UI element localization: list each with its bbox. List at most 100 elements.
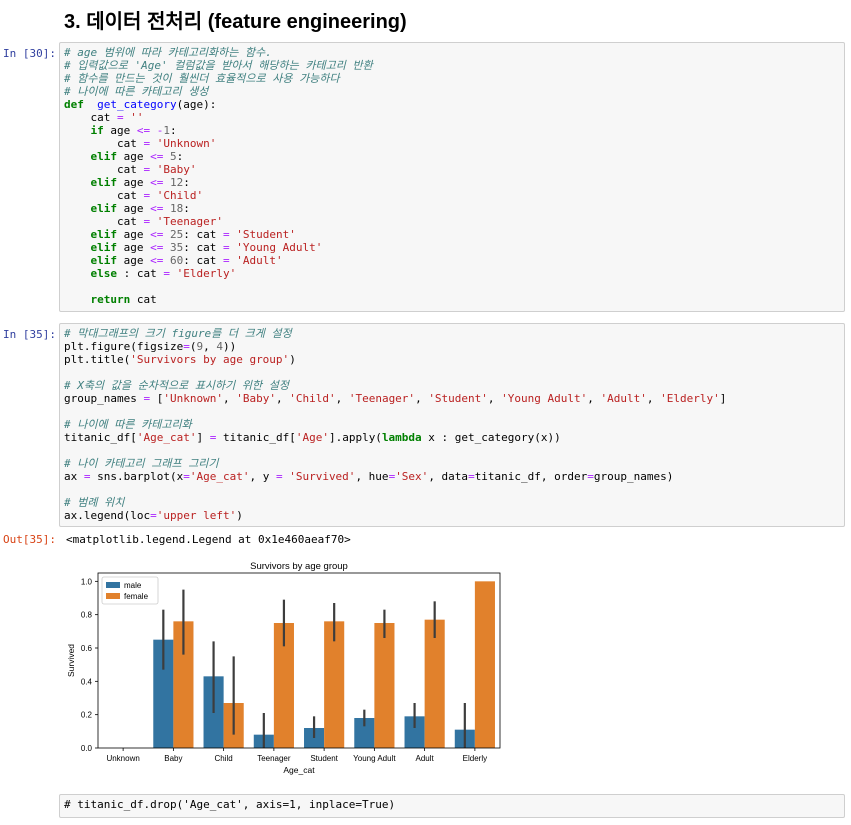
code-token: : cat [117, 267, 164, 280]
code-line: # 범례 위치 [64, 496, 726, 509]
code-token: elif [90, 241, 118, 254]
code-line: if age <= -1: [64, 124, 373, 137]
x-axis-label: Age_cat [283, 765, 315, 775]
code-token: , [335, 392, 349, 405]
code-token: elif [90, 202, 118, 215]
code-token [170, 267, 177, 280]
code-line: # 나이 카테고리 그래프 그리기 [64, 457, 726, 470]
code-token: '' [130, 111, 144, 124]
code-line: ax.legend(loc='upper left') [64, 509, 726, 522]
code-token: titanic_df, order [474, 470, 588, 483]
code-token [150, 163, 157, 176]
bar-male [404, 716, 425, 748]
code-cell-1[interactable]: # age 범위에 따라 카테고리화하는 함수. # 입력값으로 'Age' 컬럼… [59, 42, 845, 312]
code-token: def [64, 98, 84, 111]
code-cell-1-source[interactable]: # age 범위에 따라 카테고리화하는 함수. # 입력값으로 'Age' 컬럼… [64, 46, 373, 306]
code-token: elif [90, 176, 118, 189]
code-line: elif age <= 35: cat = 'Young Adult' [64, 241, 373, 254]
code-token: plt.title( [64, 353, 131, 366]
code-token: 'Age_cat' [136, 431, 197, 444]
code-token: 'Baby' [236, 392, 276, 405]
code-line: return cat [64, 293, 373, 306]
bar-male [153, 639, 174, 748]
legend-label-male: male [124, 581, 142, 590]
code-token: titanic_df[ [64, 431, 137, 444]
code-cell-3-source[interactable]: # titanic_df.drop('Age_cat', axis=1, inp… [64, 798, 395, 811]
section-heading: 3. 데이터 전처리 (feature engineering) [64, 11, 407, 33]
code-token: ax.legend(loc [64, 509, 151, 522]
x-tick-label: Child [215, 754, 233, 763]
code-token: <= [136, 124, 151, 137]
code-token: cat [64, 163, 144, 176]
code-token: (age): [176, 98, 217, 111]
code-token: : cat [183, 241, 223, 254]
code-token: elif [90, 228, 118, 241]
code-token: ( [189, 340, 197, 353]
code-token: x : get_category(x)) [421, 431, 561, 444]
code-line [64, 280, 373, 293]
code-token: group_names [64, 392, 144, 405]
code-line: plt.figure(figsize=(9, 4)) [64, 340, 726, 353]
code-token: 'Elderly' [176, 267, 237, 280]
code-token: group_names) [593, 470, 674, 483]
code-token: , hue [355, 470, 389, 483]
code-token: # 나이에 따른 카테고리화 [64, 418, 192, 431]
code-token: = [223, 228, 230, 241]
code-cell-2-source[interactable]: # 막대그래프의 크기 figure를 더 크게 설정 plt.figure(fi… [64, 327, 726, 522]
code-token [64, 202, 91, 215]
code-line: cat = 'Unknown' [64, 137, 373, 150]
code-token: , [487, 392, 502, 405]
code-token [150, 215, 157, 228]
code-token: , [415, 392, 429, 405]
code-token: = [150, 509, 157, 522]
code-token: = [143, 392, 151, 405]
code-token: titanic_df[ [216, 431, 296, 444]
code-cell-3[interactable]: # titanic_df.drop('Age_cat', axis=1, inp… [59, 794, 845, 818]
code-line: # 막대그래프의 크기 figure를 더 크게 설정 [64, 327, 726, 340]
x-tick-label: Young Adult [353, 754, 396, 763]
code-token: = [275, 470, 283, 483]
code-token: = [143, 163, 151, 176]
code-token: # 함수를 만드는 것이 훨씬더 효율적으로 사용 가능하다 [64, 72, 340, 85]
code-token: , [222, 392, 237, 405]
bar-female [324, 621, 345, 748]
code-token: 'Unknown' [156, 137, 217, 150]
code-token: 60 [170, 254, 184, 267]
code-token: <= [150, 202, 164, 215]
code-cell-2[interactable]: # 막대그래프의 크기 figure를 더 크게 설정 plt.figure(fi… [59, 323, 845, 527]
code-token: return [90, 293, 131, 306]
code-token: # 범례 위치 [64, 496, 125, 509]
code-token: 4 [216, 340, 223, 353]
x-tick-label: Student [310, 754, 338, 763]
code-token: : [183, 176, 190, 189]
code-token: 'Young Adult' [236, 241, 323, 254]
code-line: # age 범위에 따라 카테고리화하는 함수. [64, 46, 373, 59]
code-token: = [223, 241, 230, 254]
code-token: : cat [183, 254, 223, 267]
code-token: 1 [163, 124, 170, 137]
bar-female [424, 619, 445, 748]
x-tick-label: Unknown [106, 754, 139, 763]
code-line: cat = 'Child' [64, 189, 373, 202]
code-token: 'Elderly' [660, 392, 720, 405]
code-token: cat [64, 215, 144, 228]
code-token: age [117, 241, 151, 254]
code-token: <= [150, 150, 164, 163]
code-line: # X축의 값을 순차적으로 표시하기 위한 설정 [64, 379, 726, 392]
code-token: 'Baby' [156, 163, 197, 176]
code-token: 'Student' [428, 392, 488, 405]
output-text: <matplotlib.legend.Legend at 0x1e460aeaf… [66, 533, 351, 546]
code-token [64, 228, 91, 241]
code-token: = [163, 267, 170, 280]
code-line: elif age <= 5: [64, 150, 373, 163]
code-line: # titanic_df.drop('Age_cat', axis=1, inp… [64, 798, 395, 811]
code-token: = [116, 111, 124, 124]
y-axis-label: Survived [66, 644, 76, 677]
code-token: 'Child' [289, 392, 336, 405]
code-token: age [117, 228, 151, 241]
code-token: : [170, 124, 177, 137]
code-token [150, 189, 157, 202]
code-token: age [117, 202, 151, 215]
survivors-bar-chart: 0.0 0.2 0.4 0.6 0.8 1.0 Unknown Baby Child Teenag… [66, 561, 501, 775]
code-token: 5 [170, 150, 177, 163]
